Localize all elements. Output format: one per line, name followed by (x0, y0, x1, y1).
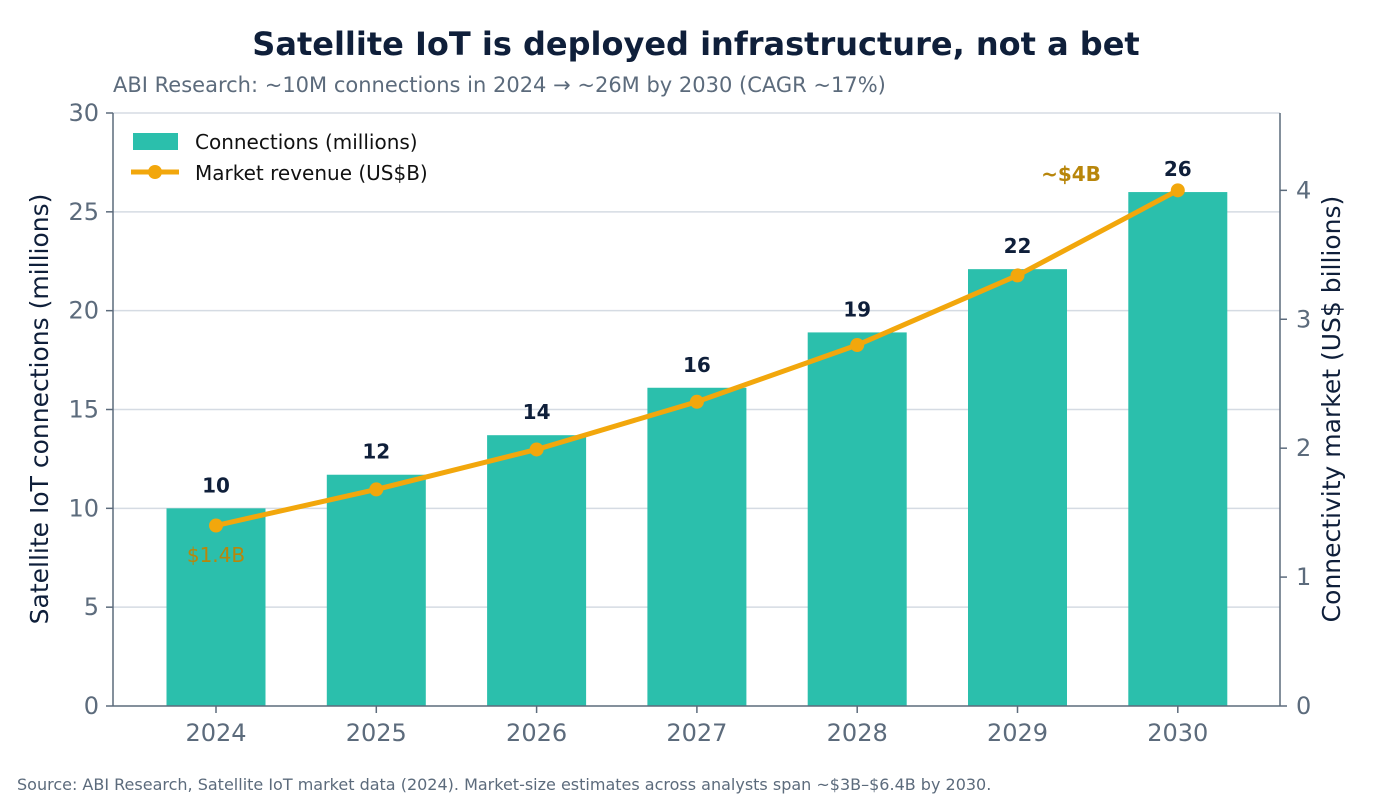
x-tick-2024: 2024 (185, 719, 246, 747)
revenue-point-2026 (529, 442, 544, 457)
y-right-tick-2: 2 (1296, 434, 1311, 462)
y-tick-10: 10 (68, 494, 99, 522)
bar-2024 (166, 508, 266, 706)
bar-2029 (968, 269, 1067, 706)
axes (112, 112, 1281, 713)
legend-bar-label: Connections (millions) (195, 130, 418, 154)
x-tick-labels: 2024 2025 2026 2027 2028 2029 2030 (185, 719, 1208, 747)
bar-label-2030: 26 (1164, 157, 1192, 181)
x-tick-2029: 2029 (987, 719, 1048, 747)
bar-label-2025: 12 (362, 440, 390, 464)
bar-label-2027: 16 (683, 353, 711, 377)
legend-line-label: Market revenue (US$B) (195, 161, 428, 185)
revenue-point-2028 (850, 338, 865, 353)
y-right-axis-label: Connectivity market (US$ billions) (1317, 196, 1346, 623)
y-right-tick-1: 1 (1296, 563, 1311, 591)
revenue-point-2024 (209, 518, 223, 533)
y-tick-25: 25 (68, 198, 99, 226)
x-tick-2025: 2025 (346, 719, 407, 747)
bar-label-2028: 19 (843, 297, 871, 321)
bar-2030 (1128, 192, 1228, 707)
bar-value-labels: 10 12 14 16 19 22 26 (202, 157, 1192, 497)
y-tick-0: 0 (84, 692, 99, 720)
x-tick-2030: 2030 (1147, 719, 1208, 747)
bar-label-2026: 14 (523, 400, 551, 424)
bar-2027 (647, 387, 747, 706)
x-tick-2028: 2028 (827, 719, 888, 747)
y-tick-20: 20 (68, 297, 99, 325)
revenue-point-2025 (369, 482, 384, 497)
bar-2025 (326, 474, 426, 706)
bar-2026 (487, 435, 587, 706)
y-right-tick-3: 3 (1296, 305, 1311, 333)
y-tick-5: 5 (84, 593, 99, 621)
y-tick-30: 30 (68, 99, 99, 127)
y-right-tick-4: 4 (1296, 176, 1311, 204)
bar-series (166, 192, 1228, 707)
legend: Connections (millions) Market revenue (U… (131, 130, 428, 185)
source-note: Source: ABI Research, Satellite IoT mark… (17, 775, 991, 794)
chart-title: Satellite IoT is deployed infrastructure… (252, 25, 1139, 63)
x-tick-2026: 2026 (506, 719, 567, 747)
bar-label-2024: 10 (202, 473, 230, 497)
y-tick-15: 15 (68, 396, 99, 424)
y-right-tick-0: 0 (1296, 692, 1311, 720)
revenue-point-2029 (1010, 268, 1025, 283)
x-tick-2027: 2027 (666, 719, 727, 747)
line-series (209, 183, 1185, 533)
bar-2028 (807, 332, 907, 706)
legend-bar-swatch (133, 133, 178, 150)
chart-subtitle: ABI Research: ~10M connections in 2024 →… (113, 73, 886, 97)
y-axis-label: Satellite IoT connections (millions) (25, 194, 54, 625)
revenue-point-2027 (689, 394, 704, 409)
annotation-start-revenue: $1.4B (187, 543, 245, 567)
revenue-point-2030 (1170, 183, 1185, 198)
annotation-end-revenue: ~$4B (1041, 162, 1101, 186)
y-tick-labels: 0 5 10 15 20 25 30 (68, 99, 99, 720)
bar-label-2029: 22 (1004, 234, 1032, 258)
y-right-tick-labels: 0 1 2 3 4 (1296, 176, 1311, 720)
legend-line-marker (148, 165, 162, 179)
